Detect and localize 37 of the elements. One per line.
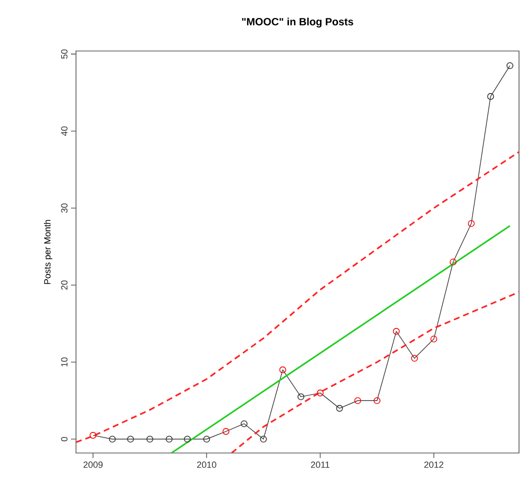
y-tick-label: 20 (61, 280, 68, 290)
point (487, 93, 494, 100)
x-tick-label: 2012 (424, 462, 444, 468)
point (279, 366, 286, 374)
point (166, 436, 173, 443)
y-axis-title: Posts per Month (44, 220, 52, 284)
y-tick-label: 10 (61, 357, 68, 366)
point (392, 328, 400, 335)
point (450, 258, 457, 266)
point (184, 436, 191, 443)
point (298, 393, 304, 400)
y-tick-label: 30 (61, 203, 68, 213)
x-tick-label: 2010 (197, 462, 216, 468)
point (108, 436, 116, 443)
point (90, 432, 96, 439)
y-tick-label: 50 (61, 49, 68, 59)
point (146, 436, 154, 443)
x-tick-label: 2009 (84, 462, 103, 468)
point (127, 436, 134, 443)
point (468, 220, 475, 227)
point (411, 354, 418, 362)
point (506, 62, 514, 70)
point (336, 404, 343, 412)
point (430, 336, 438, 342)
x-tick-label: 2011 (311, 462, 330, 468)
point (316, 390, 324, 396)
line-series (230, 291, 520, 453)
chart-title: "MOOC" in Blog Posts (242, 18, 354, 28)
y-tick-label: 40 (61, 126, 68, 136)
point (203, 436, 210, 443)
point (354, 397, 362, 404)
point (260, 436, 267, 443)
point (222, 428, 230, 435)
line-series (76, 151, 520, 444)
point (240, 420, 248, 428)
y-tick-label: 0 (61, 436, 68, 442)
point (374, 397, 380, 404)
